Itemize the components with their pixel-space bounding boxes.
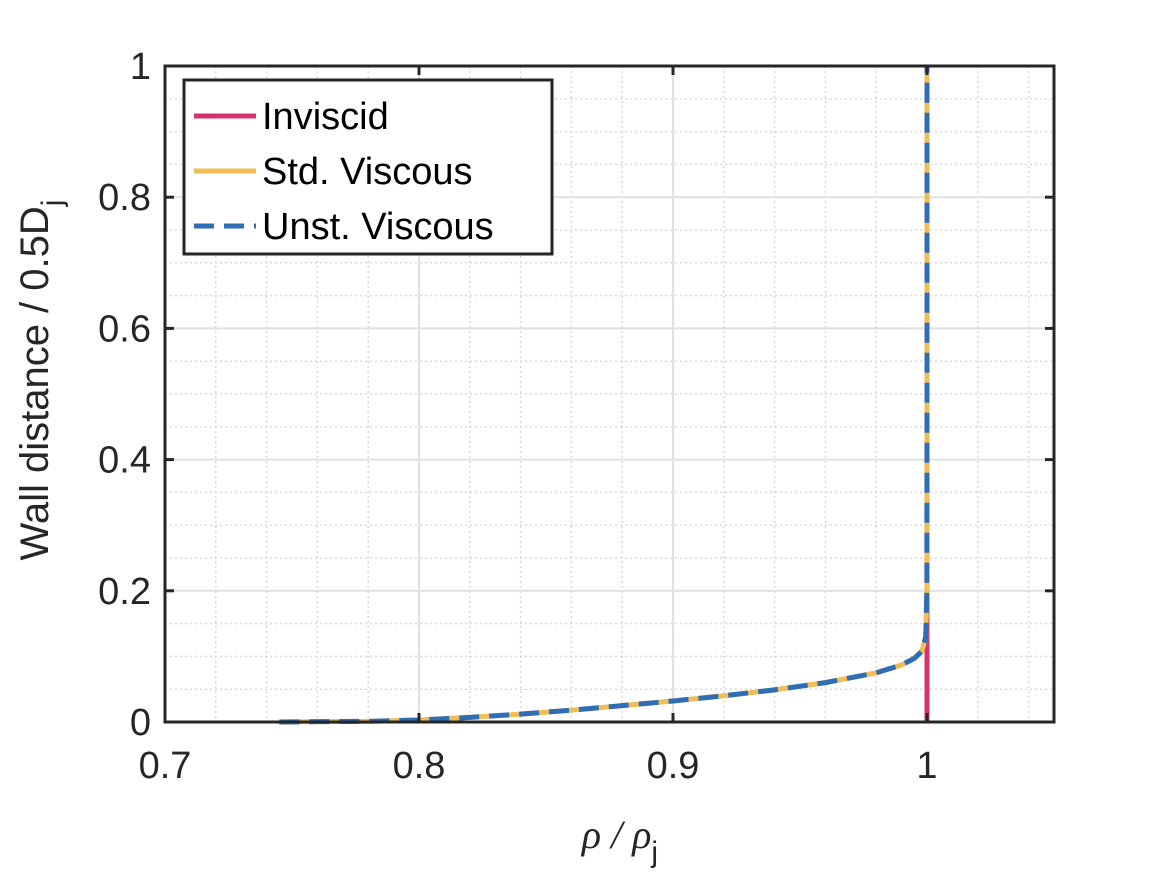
- x-tick-label: 1: [916, 745, 937, 787]
- series-layer: [279, 66, 930, 725]
- legend-label: Inviscid: [262, 96, 389, 138]
- tick-labels: 0.7 0.8 0.9 1 0 0.2 0.4 0.6 0.8 1: [98, 46, 937, 787]
- y-axis-label-sub: j: [36, 200, 69, 208]
- x-axis-label: ρ / ρj: [580, 812, 658, 869]
- axes-frame: [163, 64, 1056, 724]
- axis-ticks: [163, 64, 1054, 724]
- y-tick-label: 0.8: [98, 177, 151, 219]
- y-tick-label: 0.6: [98, 308, 151, 350]
- legend: Inviscid Std. Viscous Unst. Viscous: [182, 78, 554, 256]
- legend-box: [182, 78, 554, 256]
- y-axis-label: Wall distance / 0.5Dj: [13, 200, 69, 561]
- y-tick-label: 0.4: [98, 440, 151, 482]
- series-line-unst-viscous: [279, 66, 930, 725]
- x-axis-label-main: ρ / ρ: [580, 812, 652, 857]
- x-tick-label: 0.7: [139, 745, 192, 787]
- legend-label: Unst. Viscous: [262, 206, 494, 248]
- x-tick-label: 0.8: [393, 745, 446, 787]
- minor-grid: [165, 66, 1054, 722]
- y-tick-label: 1: [130, 46, 151, 88]
- x-tick-label: 0.9: [647, 745, 700, 787]
- x-axis-label-sub: j: [650, 836, 658, 869]
- y-tick-label: 0.2: [98, 571, 151, 613]
- y-axis-label-main: Wall distance / 0.5D: [13, 206, 57, 560]
- legend-label: Std. Viscous: [262, 151, 473, 193]
- y-tick-label: 0: [130, 702, 151, 744]
